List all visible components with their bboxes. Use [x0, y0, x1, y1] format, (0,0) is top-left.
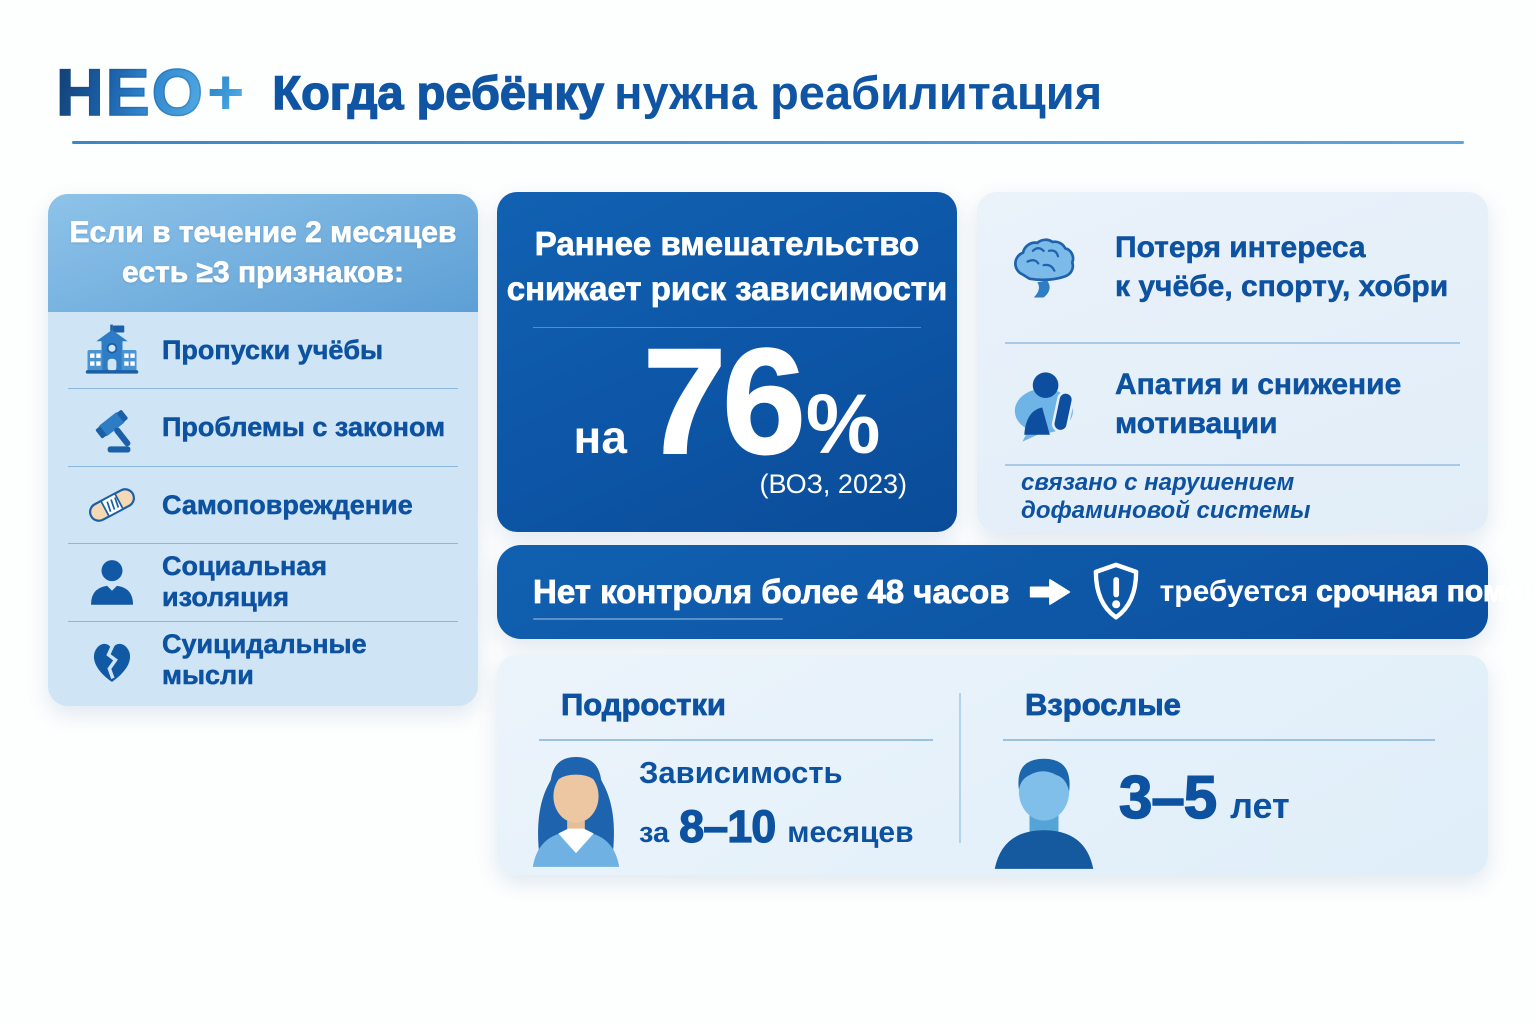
list-item: Проблемы с законом [68, 388, 458, 465]
banner-condition: Нет контроля более 48 часов [533, 573, 1010, 611]
stat-heading-line1: Раннее вмешательство [534, 225, 920, 263]
symptom-2-line2: мотивации [1115, 406, 1278, 440]
divider [1005, 342, 1460, 344]
symptoms-card: Потеря интереса к учёбе, спорту, хобри А… [977, 192, 1488, 532]
adults-section: Взрослые 3–5 лет [961, 655, 1488, 875]
list-item: Социальная изоляция [68, 543, 458, 620]
timeline-card: Подростки Зависимость за 8–10 месяцев [497, 655, 1488, 875]
teens-suffix: месяцев [787, 816, 914, 849]
stat-value: 76 [642, 317, 807, 486]
adults-value: 3–5 [1118, 763, 1218, 832]
stat-unit: % [805, 377, 881, 472]
person-icon [82, 554, 142, 610]
symptom-2-line1: Апатия и снижение [1115, 367, 1402, 401]
broken-heart-icon [82, 632, 142, 688]
list-item: Суицидальные мысли [68, 620, 458, 698]
page-title: Когда ребёнку нужна реабилитация [272, 65, 1102, 120]
list-item: Потеря интереса к учёбе, спорту, хобри [1005, 192, 1460, 342]
stat-heading-line2: снижает риск зависимости [506, 269, 948, 307]
stat-heading: Раннее вмешательство снижает риск зависи… [497, 192, 957, 311]
teens-heading: Подростки [561, 687, 727, 723]
school-icon [82, 322, 142, 378]
adult-man-avatar [987, 747, 1101, 874]
symptom-label: Потеря интереса к учёбе, спорту, хобри [1115, 228, 1449, 306]
apathy-person-icon [1005, 360, 1093, 448]
stat-value-row: на 76 % [497, 317, 957, 486]
teens-value: 8–10 [679, 800, 777, 852]
stat-prefix: на [573, 411, 627, 464]
gavel-icon [82, 400, 142, 456]
stat-divider [533, 327, 921, 329]
bandage-icon [82, 477, 142, 533]
criteria-card-header: Если в течение 2 месяцев есть ≥3 признак… [48, 194, 478, 312]
teens-section: Подростки Зависимость за 8–10 месяцев [497, 655, 959, 875]
teens-underline [539, 739, 933, 741]
list-item-label: Самоповреждение [162, 489, 413, 520]
symptom-label: Апатия и снижение мотивации [1115, 365, 1402, 443]
criteria-heading-line2: есть ≥3 признаков: [122, 256, 405, 290]
banner-action-normal: требуется [1159, 575, 1309, 608]
symptoms-note: связано с нарушением дофаминовой системы [1021, 469, 1311, 524]
header: НЕО + Когда ребёнку нужна реабилитация [55, 52, 1102, 132]
logo-plus-icon: + [207, 56, 245, 128]
adults-text: 3–5 лет [1118, 763, 1290, 832]
list-item-label: Пропуски учёбы [162, 334, 384, 365]
teens-line1: Зависимость [639, 755, 843, 790]
vertical-divider [959, 693, 961, 843]
list-item-label: Проблемы с законом [162, 412, 446, 443]
title-divider [72, 141, 1464, 144]
adults-suffix: лет [1230, 785, 1290, 826]
adults-underline [1003, 739, 1435, 741]
brain-icon [1005, 229, 1093, 305]
teens-line2: за 8–10 месяцев [639, 800, 914, 853]
banner-action-strong: срочная помощь [1316, 575, 1536, 609]
list-item-label: Суицидальные мысли [162, 628, 367, 691]
page-title-strong: Когда ребёнку [272, 65, 605, 119]
list-item-label: Социальная изоляция [162, 551, 328, 613]
arrow-right-icon [1028, 577, 1072, 607]
banner-underline [533, 618, 783, 620]
symptom-1-line2: к учёбе, спорту, хобри [1115, 270, 1449, 304]
stat-card: Раннее вмешательство снижает риск зависи… [497, 192, 957, 532]
list-item: Пропуски учёбы [68, 312, 458, 388]
neo-logo: НЕО [55, 54, 206, 130]
page-title-rest: нужна реабилитация [614, 65, 1103, 119]
teens-prefix: за [639, 817, 670, 849]
criteria-card: Если в течение 2 месяцев есть ≥3 признак… [48, 194, 478, 706]
teen-girl-avatar [523, 747, 629, 872]
adults-heading: Взрослые [1025, 687, 1182, 723]
divider [1005, 464, 1460, 466]
symptom-1-line1: Потеря интереса [1115, 231, 1366, 265]
teens-text: Зависимость за 8–10 месяцев [639, 755, 914, 853]
alert-banner: Нет контроля более 48 часов требуется сро… [497, 545, 1536, 639]
criteria-list: Пропуски учёбы Проблемы с законом [68, 312, 458, 698]
alert-shield-icon [1088, 560, 1144, 624]
list-item: Самоповреждение [68, 465, 458, 543]
criteria-heading-line1: Если в течение 2 месяцев [69, 216, 457, 250]
list-item: Апатия и снижение мотивации [1005, 343, 1460, 464]
stat-source: (ВОЗ, 2023) [759, 469, 907, 500]
